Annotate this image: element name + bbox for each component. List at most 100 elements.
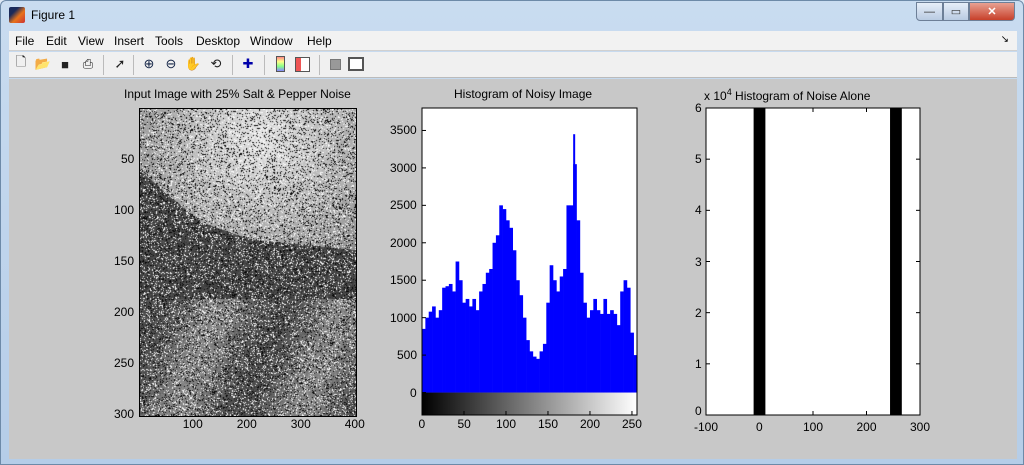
- histogram-bar: [442, 287, 446, 393]
- histogram-bar: [499, 205, 503, 393]
- histogram-bar: [509, 227, 514, 393]
- menu-file[interactable]: File: [15, 34, 35, 48]
- colorbar-icon[interactable]: [275, 56, 285, 72]
- histogram-bar: [428, 311, 433, 393]
- menu-view[interactable]: View: [78, 34, 104, 48]
- x-tick-label: 50: [457, 417, 471, 431]
- histogram-noise-axes: [706, 108, 920, 415]
- histogram-bar: [489, 268, 493, 393]
- menu-tools[interactable]: Tools: [155, 34, 184, 48]
- x-tick-label: 100: [182, 417, 203, 431]
- histogram-bar: [425, 317, 430, 393]
- histogram-bar: [448, 283, 453, 393]
- histogram-bar: [600, 313, 604, 393]
- histogram-noisy-title: Histogram of Noisy Image: [454, 87, 593, 101]
- histogram-bar: [559, 276, 564, 393]
- toolbar-separator: [103, 55, 104, 75]
- x-tick-label: 200: [236, 417, 257, 431]
- histogram-bar: [438, 310, 443, 393]
- y-tick-label: 0: [695, 404, 702, 418]
- y-tick-label: 50: [121, 151, 135, 166]
- grayscale-colorbar: [422, 392, 637, 415]
- title-bar[interactable]: Figure 1 — ▭ ✕: [1, 1, 1023, 29]
- minimize-button[interactable]: —: [916, 2, 943, 21]
- close-button[interactable]: ✕: [969, 2, 1015, 21]
- y-tick-label: 250: [114, 356, 135, 371]
- menu-desktop[interactable]: Desktop: [196, 34, 241, 48]
- histogram-bar: [566, 205, 571, 393]
- histogram-bar: [556, 291, 561, 393]
- histogram-bar: [753, 108, 766, 415]
- histogram-bar: [613, 313, 618, 393]
- y-tick-label: 1000: [390, 310, 417, 325]
- y-tick-label: 0: [410, 385, 417, 400]
- histogram-bar: [569, 205, 574, 393]
- toolbar: 🗋 📂 ■ ⎙ ➚ ⊕ ⊖ ✋ ⟲ ✚: [9, 52, 1017, 78]
- histogram-bar: [472, 298, 477, 393]
- menu-insert[interactable]: Insert: [114, 34, 145, 48]
- menu-edit[interactable]: Edit: [46, 34, 67, 48]
- matlab-logo-icon: [9, 7, 25, 23]
- histogram-bar: [593, 298, 597, 393]
- x-tick-label: 250: [621, 417, 642, 431]
- x-tick-label: 150: [537, 417, 558, 431]
- x-tick-label: -100: [694, 420, 719, 434]
- histogram-noise-title: x 104 Histogram of Noise Alone: [704, 87, 870, 103]
- x-tick-label: 200: [856, 420, 877, 434]
- open-file-icon[interactable]: 📂: [34, 56, 52, 71]
- data-cursor-icon[interactable]: ✚: [242, 56, 254, 71]
- histogram-bar: [522, 317, 527, 393]
- hide-plot-tools-icon[interactable]: [329, 58, 341, 70]
- y-tick-label: 3500: [390, 123, 417, 138]
- print-icon[interactable]: ⎙: [82, 56, 94, 71]
- histogram-bar: [469, 306, 473, 393]
- histogram-bar: [553, 280, 557, 393]
- histogram-bar: [435, 317, 440, 393]
- y-tick-label: 100: [114, 202, 135, 217]
- histogram-bar: [492, 242, 497, 393]
- histogram-bar: [485, 272, 490, 393]
- new-figure-icon[interactable]: 🗋: [15, 54, 27, 69]
- histogram-bar: [616, 325, 621, 393]
- x-tick-label: 400: [344, 417, 365, 431]
- show-plot-tools-icon[interactable]: [348, 57, 364, 71]
- x-tick-label: 100: [495, 417, 517, 431]
- y-tick-label: 2000: [390, 235, 417, 250]
- histogram-bar: [539, 351, 544, 393]
- x-tick-label: 200: [579, 417, 600, 431]
- pan-hand-icon[interactable]: ✋: [184, 56, 202, 71]
- toolbar-separator: [133, 55, 134, 75]
- maximize-button[interactable]: ▭: [943, 2, 969, 21]
- histogram-bar: [505, 220, 510, 393]
- window-title: Figure 1: [31, 8, 76, 22]
- x-tick-label: 300: [910, 420, 931, 434]
- menu-help[interactable]: Help: [307, 34, 332, 48]
- y-tick-label: 2500: [390, 198, 417, 213]
- image-title: Input Image with 25% Salt & Pepper Noise: [124, 87, 351, 101]
- noisy-image[interactable]: [139, 108, 357, 417]
- histogram-bar: [603, 298, 608, 393]
- histogram-bar: [623, 280, 628, 393]
- pointer-icon[interactable]: ➚: [114, 56, 126, 71]
- y-tick-label: 500: [397, 348, 418, 363]
- histogram-bar: [620, 291, 624, 393]
- histogram-bar: [549, 265, 554, 393]
- legend-icon[interactable]: [294, 56, 310, 72]
- histogram-bar: [495, 235, 500, 393]
- histogram-bar: [458, 280, 463, 393]
- histogram-bar: [610, 310, 614, 393]
- y-tick-label: 200: [114, 305, 135, 320]
- dock-arrow-icon[interactable]: ↘: [1000, 34, 1009, 45]
- histogram-bar: [589, 310, 594, 393]
- zoom-in-icon[interactable]: ⊕: [143, 56, 155, 71]
- histogram-bar: [529, 351, 534, 393]
- zoom-out-icon[interactable]: ⊖: [165, 56, 177, 71]
- histogram-bar: [445, 286, 450, 393]
- save-icon[interactable]: ■: [61, 56, 69, 72]
- menu-window[interactable]: Window: [250, 34, 293, 48]
- y-tick-label: 4: [695, 203, 702, 218]
- histogram-bar: [536, 358, 540, 393]
- rotate-3d-icon[interactable]: ⟲: [210, 56, 222, 71]
- y-exponent-label: x 10: [704, 89, 727, 103]
- histogram-bar: [586, 317, 591, 393]
